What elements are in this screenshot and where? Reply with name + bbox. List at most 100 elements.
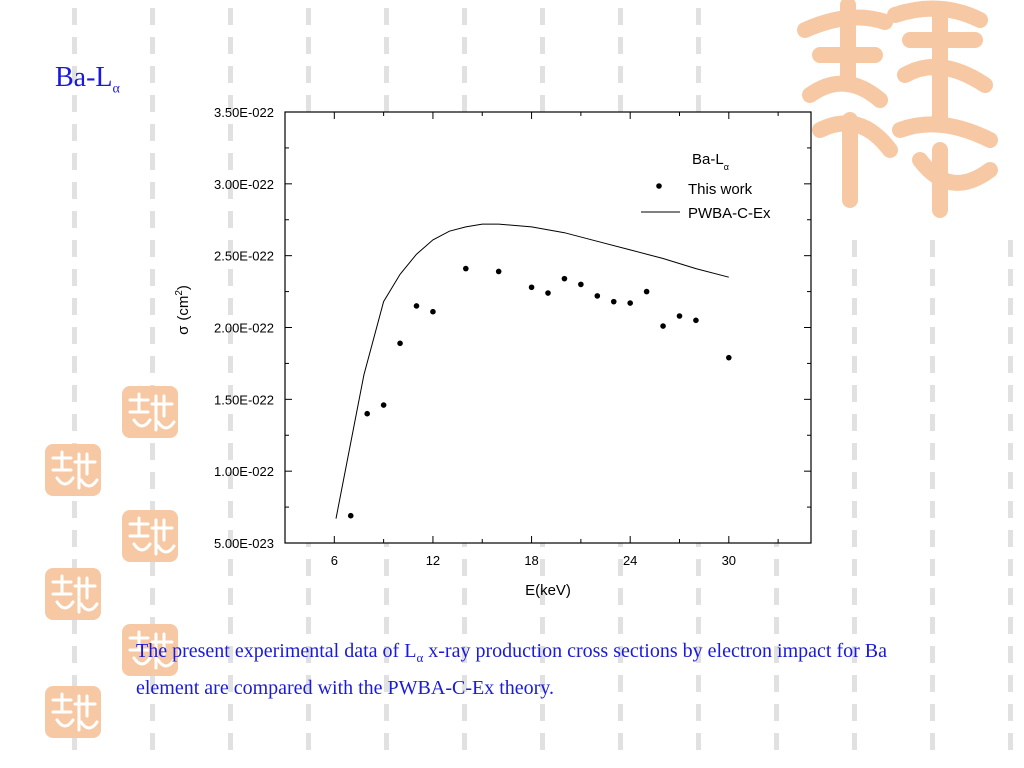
ornament-stripe: [150, 559, 155, 576]
legend-title-main: Ba-L: [692, 151, 724, 168]
ornament-stripe: [930, 269, 935, 286]
ornament-stripe: [774, 617, 779, 634]
ornament-stripe: [150, 298, 155, 315]
ornament-stripe: [228, 675, 233, 692]
data-point-this-work: [726, 354, 732, 361]
y-axis-label-close: ): [175, 285, 192, 290]
ornament-stripe: [228, 414, 233, 431]
ornament-stripe: [696, 66, 701, 83]
ornament-stripe: [384, 733, 389, 750]
ornament-stripe: [852, 385, 857, 402]
ornament-stripe: [696, 617, 701, 634]
ornament-stripe: [384, 646, 389, 663]
ornament-stripe: [462, 95, 467, 112]
ornament-stripe: [306, 559, 311, 576]
legend-label-this-work: This work: [688, 181, 753, 198]
ornament-stripe: [306, 95, 311, 112]
ornament-stripe: [774, 646, 779, 663]
x-tick-label: 30: [722, 553, 736, 568]
ornament-stripe: [930, 385, 935, 402]
ornament-stripe: [540, 559, 545, 576]
slide-title-subscript: α: [112, 81, 120, 97]
legend-label-pwba-c-ex: PWBA-C-Ex: [688, 205, 771, 222]
ornament-stripe: [228, 95, 233, 112]
ornament-stripe: [696, 675, 701, 692]
data-point-this-work: [380, 402, 387, 408]
ornament-stripe: [72, 501, 77, 518]
ornament-stripe: [306, 733, 311, 750]
ornament-stripe: [930, 733, 935, 750]
ornament-stripe: [228, 211, 233, 228]
x-tick-label: 12: [426, 553, 440, 568]
ornament-stripe: [462, 66, 467, 83]
ornament-stripe: [306, 8, 311, 25]
ornament-stripe: [852, 646, 857, 663]
data-point-this-work: [495, 268, 502, 275]
ornament-stripe: [1008, 559, 1013, 576]
legend-title: Ba-Lα: [692, 151, 729, 172]
ornament-stripe: [1008, 501, 1013, 518]
ornament-stripe: [306, 675, 311, 692]
ornament-stripe: [852, 298, 857, 315]
decorative-seals: [45, 0, 998, 738]
data-point-this-work: [627, 300, 633, 306]
ornament-stripe: [228, 385, 233, 402]
ornament-stripe: [306, 617, 311, 634]
ornament-stripe: [930, 298, 935, 315]
ornament-stripe: [150, 356, 155, 373]
ornament-stripe: [384, 559, 389, 576]
ornament-stripe: [462, 588, 467, 605]
ornament-stripe: [930, 327, 935, 344]
ornament-stripe: [696, 559, 701, 576]
data-point-this-work: [413, 303, 420, 309]
ornament-stripe: [1008, 646, 1013, 663]
ornament-stripe: [228, 240, 233, 257]
ornament-stripe: [72, 414, 77, 431]
ornament-stripe: [930, 704, 935, 721]
ornament-stripe: [384, 8, 389, 25]
ornament-stripe: [930, 443, 935, 460]
ornament-seal: [122, 386, 178, 438]
ornament-stripe: [384, 617, 389, 634]
ornament-stripe: [930, 675, 935, 692]
legend-title-subscript: α: [724, 162, 729, 172]
data-point-this-work: [693, 317, 699, 324]
ornament-stripe: [306, 588, 311, 605]
ornament-stripe: [696, 588, 701, 605]
legend: Ba-Lα This work PWBA-C-Ex: [641, 151, 771, 222]
ornament-stripe: [228, 327, 233, 344]
ornament-stripe: [930, 356, 935, 373]
ornament-stripe: [306, 704, 311, 721]
ornament-stripe: [72, 8, 77, 25]
ornament-stripe: [384, 588, 389, 605]
ornament-stripe: [696, 704, 701, 721]
ornament-stripe: [852, 356, 857, 373]
ornament-stripe: [618, 675, 623, 692]
y-tick-label: 1.00E-022: [214, 464, 274, 479]
ornament-stripe: [852, 327, 857, 344]
ornament-stripe: [618, 704, 623, 721]
ornament-stripe: [774, 675, 779, 692]
ornament-stripe: [618, 617, 623, 634]
ornament-stripe: [72, 617, 77, 634]
data-point-this-work: [643, 288, 650, 295]
x-tick-label: 24: [623, 553, 637, 568]
ornament-stripe: [618, 66, 623, 83]
ornament-stripe: [72, 66, 77, 83]
ornament-stripe: [1008, 588, 1013, 605]
ornament-stripe: [930, 240, 935, 257]
ornament-stripe: [228, 472, 233, 489]
ornament-stripe: [228, 617, 233, 634]
ornament-stripe: [150, 240, 155, 257]
ornament-stripe: [150, 8, 155, 25]
ornament-stripe: [540, 704, 545, 721]
ornament-stripe: [1008, 327, 1013, 344]
x-tick-label: 18: [524, 553, 538, 568]
ornament-stripe: [72, 356, 77, 373]
ornament-stripe: [228, 733, 233, 750]
data-point-this-work: [430, 308, 436, 315]
data-point-this-work: [660, 323, 666, 329]
ornament-stripe: [462, 8, 467, 25]
ornament-stripe: [72, 95, 77, 112]
